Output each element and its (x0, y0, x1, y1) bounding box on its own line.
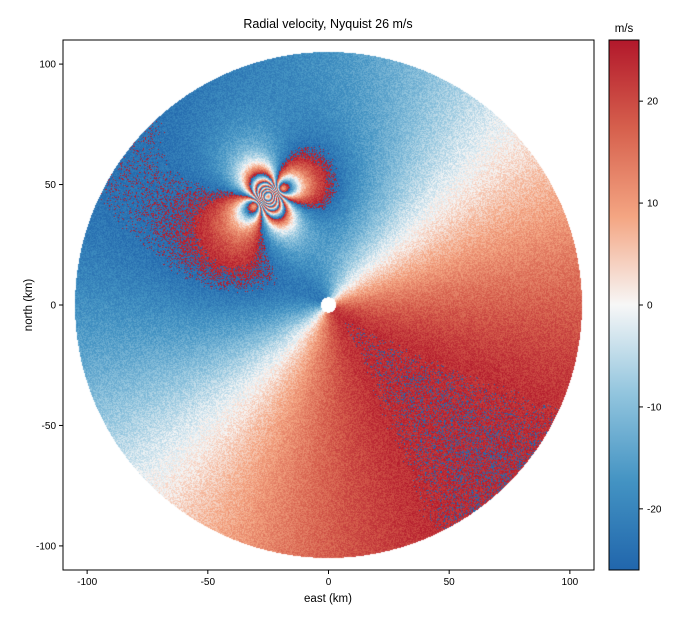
colorbar-tick-label: 0 (647, 301, 653, 312)
colorbar-ticks: -20 -10 0 10 20 (639, 97, 662, 515)
chart-title: Radial velocity, Nyquist 26 m/s (243, 17, 412, 31)
colorbar-tick-label: -20 (647, 504, 662, 515)
colorbar-label: m/s (615, 23, 634, 35)
colorbar-tick-label: 10 (647, 199, 659, 210)
x-axis: -100 -50 0 50 100 (77, 570, 579, 588)
y-tick-label: 100 (39, 60, 56, 71)
x-tick-label: -50 (201, 577, 216, 588)
y-tick-label: 50 (45, 180, 57, 191)
x-tick-label: 0 (326, 577, 332, 588)
colorbar-tick-label: -10 (647, 402, 662, 413)
y-tick-label: 0 (50, 301, 56, 312)
y-axis: -100 -50 0 50 100 (36, 60, 63, 552)
y-tick-label: -100 (36, 541, 56, 552)
x-tick-label: 100 (562, 577, 579, 588)
x-tick-label: 50 (444, 577, 456, 588)
colorbar-tick-label: 20 (647, 97, 659, 108)
x-axis-label: east (km) (304, 593, 352, 605)
y-tick-label: -50 (42, 421, 57, 432)
colorbar (608, 39, 640, 571)
x-tick-label: -100 (77, 577, 97, 588)
velocity-field (63, 40, 594, 570)
y-axis-label: north (km) (23, 279, 35, 332)
velocity-field-canvas (63, 40, 594, 570)
